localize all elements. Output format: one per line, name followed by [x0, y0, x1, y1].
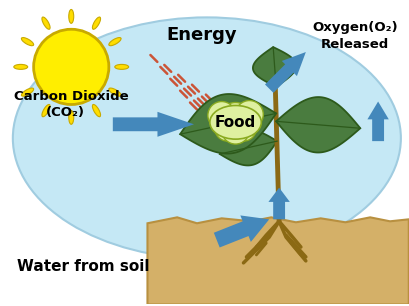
Circle shape — [215, 115, 240, 141]
Ellipse shape — [115, 64, 129, 69]
Circle shape — [218, 103, 254, 138]
Circle shape — [231, 115, 256, 141]
Ellipse shape — [13, 17, 401, 259]
Ellipse shape — [21, 88, 34, 96]
Circle shape — [208, 102, 236, 129]
Circle shape — [236, 101, 263, 128]
Polygon shape — [367, 102, 389, 141]
Ellipse shape — [69, 110, 74, 124]
Ellipse shape — [92, 104, 101, 117]
Text: Energy: Energy — [166, 26, 237, 44]
Polygon shape — [265, 52, 306, 93]
Circle shape — [34, 29, 109, 104]
Ellipse shape — [21, 38, 34, 46]
Ellipse shape — [109, 38, 121, 46]
Polygon shape — [148, 217, 409, 304]
Text: Carbon Dioxide: Carbon Dioxide — [14, 90, 128, 103]
Polygon shape — [180, 94, 276, 154]
Polygon shape — [276, 97, 360, 152]
Polygon shape — [268, 188, 290, 219]
Polygon shape — [214, 215, 269, 248]
Ellipse shape — [14, 64, 28, 69]
Polygon shape — [253, 47, 297, 87]
Text: Food: Food — [215, 115, 256, 130]
Polygon shape — [113, 112, 194, 137]
Ellipse shape — [42, 17, 50, 29]
Circle shape — [222, 116, 249, 144]
Ellipse shape — [42, 104, 50, 117]
Polygon shape — [220, 130, 277, 166]
Ellipse shape — [92, 17, 101, 29]
Ellipse shape — [210, 106, 261, 139]
Ellipse shape — [69, 9, 74, 23]
Text: Water from soil: Water from soil — [17, 259, 149, 274]
Ellipse shape — [109, 88, 121, 96]
Text: Released: Released — [321, 38, 389, 50]
Text: Oxygen(O₂): Oxygen(O₂) — [312, 21, 398, 34]
Text: (CO₂): (CO₂) — [46, 106, 85, 119]
